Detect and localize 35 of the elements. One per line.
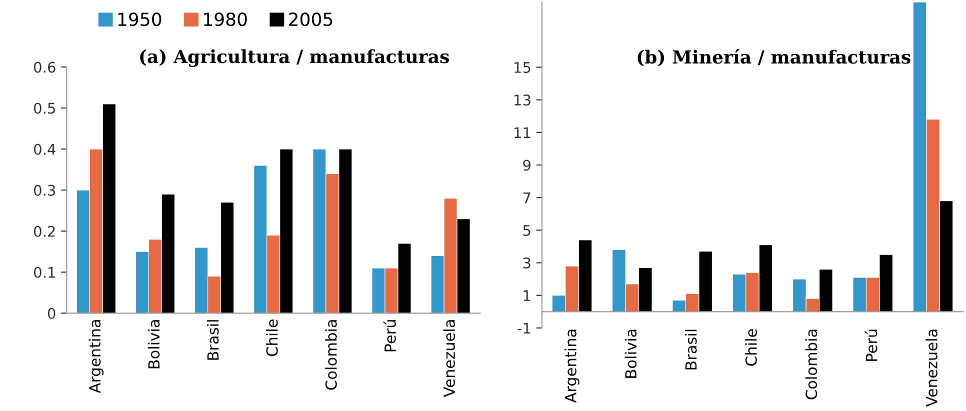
x-tick-label: Colombia	[805, 330, 818, 400]
x-tick-label: Argentina	[564, 330, 580, 403]
y-tick-label: 1	[524, 290, 530, 301]
chart-title: (a) Agricultura / manufacturas	[140, 49, 449, 67]
x-tick-label: Argentina	[88, 320, 104, 394]
y-tick-label: 5	[523, 225, 530, 236]
legend-label: 2005	[289, 12, 332, 26]
x-tick-label: Brasil	[684, 330, 697, 370]
y-tick-label: -1	[518, 322, 530, 334]
y-tick-label: 3	[523, 258, 530, 269]
y-tick-label: 15	[514, 62, 530, 73]
y-tick-label: 0.1	[34, 266, 55, 278]
y-tick-label: 0.4	[34, 144, 56, 155]
legend-label: 1950	[118, 12, 162, 26]
x-tick-label: Perú	[864, 330, 878, 361]
y-tick-label: 0.2	[34, 226, 55, 237]
y-tick-label: 9	[523, 160, 530, 171]
y-tick-label: 0.5	[34, 102, 55, 114]
y-tick-label: 13	[514, 94, 530, 106]
x-tick-label: Brasil	[206, 320, 219, 360]
x-tick-label: Bolivia	[624, 330, 637, 378]
y-tick-label: 0.3	[34, 184, 56, 196]
x-tick-label: Bolivia	[148, 320, 160, 368]
x-tick-label: Perú	[384, 320, 396, 352]
y-tick-label: 0	[48, 308, 56, 319]
y-tick-label: 0.6	[34, 62, 56, 73]
legend-label: 1980	[204, 12, 247, 26]
y-tick-label: 11	[514, 127, 530, 138]
text: (b) Minería / manufacturas	[638, 49, 910, 66]
x-tick-label: Colombia	[325, 320, 337, 390]
x-tick-label: Chile	[745, 329, 757, 366]
x-tick-label: Venezuela	[926, 330, 938, 407]
x-tick-label: Chile	[266, 320, 278, 356]
x-tick-label: Venezuela	[443, 320, 456, 398]
y-tick-label: 7	[523, 192, 530, 204]
